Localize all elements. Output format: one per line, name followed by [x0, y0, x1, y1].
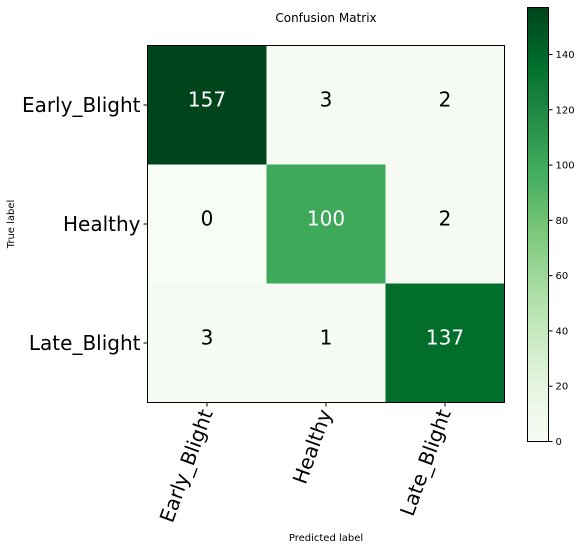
y-tick-label: Late_Blight	[29, 331, 141, 355]
colorbar-tick-label: 140	[556, 50, 575, 61]
y-tick-label: Early_Blight	[22, 93, 141, 117]
heatmap-cell	[266, 283, 386, 403]
heatmap-cells	[147, 45, 505, 403]
cell-value-label: 100	[307, 207, 345, 231]
colorbar-tick-label: 20	[556, 382, 569, 393]
colorbar-gradient	[527, 7, 549, 442]
heatmap-cell	[385, 283, 505, 403]
y-axis: Early_Blight Healthy Late_Blight	[22, 93, 148, 355]
cell-value-label: 1	[320, 326, 333, 350]
x-axis: Early_Blight Healthy Late_Blight	[155, 402, 456, 526]
y-axis-label: True label	[6, 200, 17, 250]
cell-value-label: 137	[426, 326, 464, 350]
colorbar: 0 20 40 60 80 100 120 140	[527, 7, 575, 448]
heatmap-cell-labels: 157 3 2 0 100 2 3 1 137	[188, 88, 464, 350]
cell-value-label: 3	[320, 88, 333, 112]
y-tick-label: Healthy	[63, 212, 141, 236]
cell-value-label: 3	[201, 326, 214, 350]
cell-value-label: 0	[201, 207, 214, 231]
colorbar-tick-label: 60	[556, 271, 569, 282]
heatmap-cell	[266, 45, 386, 165]
chart-title: Confusion Matrix	[275, 11, 376, 25]
colorbar-ticks: 0 20 40 60 80 100 120 140	[548, 50, 575, 448]
heatmap-cell	[385, 164, 505, 284]
cell-value-label: 157	[188, 88, 226, 112]
cell-value-label: 2	[439, 207, 452, 231]
heatmap-cell	[147, 283, 267, 403]
x-tick-label: Late_Blight	[395, 406, 456, 519]
heatmap-cell	[266, 164, 386, 284]
colorbar-tick-label: 80	[556, 216, 569, 227]
heatmap-cell	[147, 164, 267, 284]
colorbar-tick-label: 40	[556, 326, 569, 337]
cell-value-label: 2	[439, 88, 452, 112]
x-axis-label: Predicted label	[289, 533, 363, 544]
colorbar-tick-label: 100	[556, 161, 575, 172]
heatmap-cell	[385, 45, 505, 165]
x-tick-label: Healthy	[288, 406, 337, 487]
heatmap-cell	[147, 45, 267, 165]
x-tick-label: Early_Blight	[155, 406, 218, 526]
colorbar-tick-label: 0	[556, 437, 562, 448]
colorbar-tick-label: 120	[556, 105, 575, 116]
